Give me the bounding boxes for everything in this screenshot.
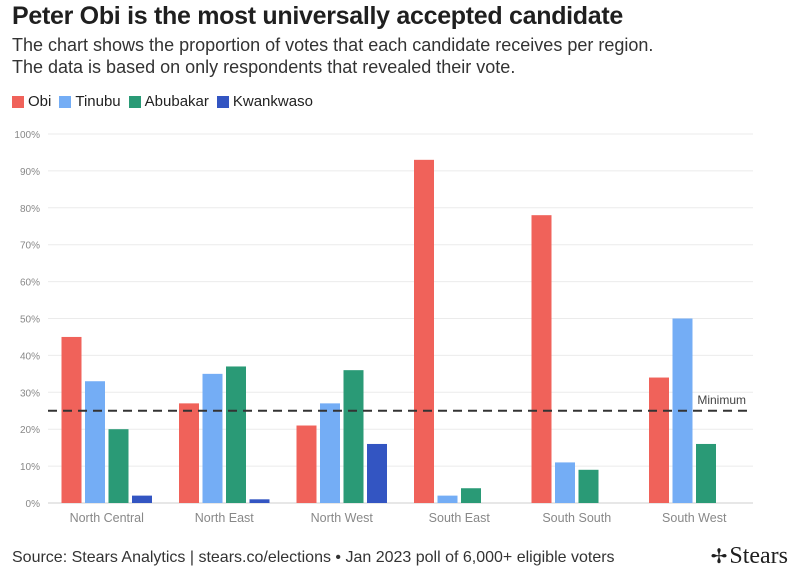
bar-abubakar — [343, 370, 364, 503]
bar-obi — [649, 377, 669, 503]
bar-obi — [531, 215, 552, 503]
bar-kwankwaso — [367, 443, 387, 503]
reference-line-label: Minimum — [697, 393, 746, 407]
bar-tinubu — [437, 495, 458, 503]
legend-swatch-obi — [12, 95, 24, 108]
y-tick-label: 100% — [14, 130, 40, 141]
legend-label-kwankwaso: Kwankwaso — [232, 93, 313, 110]
y-tick-label: 60% — [20, 278, 40, 289]
legend-item-kwankwaso: Kwankwaso — [216, 93, 313, 110]
bar-tinubu — [320, 403, 340, 503]
bar-tinubu — [555, 462, 575, 503]
legend-label-tinubu: Tinubu — [75, 93, 121, 110]
y-tick-label: 30% — [20, 388, 40, 399]
brand-logo: ✢ Stears — [711, 543, 788, 570]
x-tick-label: North Central — [70, 511, 144, 525]
y-tick-label: 90% — [20, 167, 40, 178]
subtitle-line-2: The data is based on only respondents th… — [12, 57, 516, 77]
bar-obi — [61, 336, 82, 503]
bar-kwankwaso — [132, 495, 152, 503]
legend-item-obi: Obi — [12, 93, 51, 110]
legend-swatch-tinubu — [59, 95, 72, 108]
y-tick-label: 70% — [20, 241, 40, 252]
bar-abubakar — [461, 488, 481, 503]
x-tick-label: South West — [662, 511, 727, 525]
x-tick-label: South East — [429, 511, 491, 525]
chart-title: Peter Obi is the most universally accept… — [12, 2, 624, 30]
y-tick-label: 20% — [20, 425, 40, 436]
legend-item-abubakar: Abubakar — [128, 93, 209, 110]
legend-item-tinubu: Tinubu — [59, 93, 121, 110]
legend-swatch-kwankwaso — [216, 95, 229, 108]
y-tick-label: 50% — [20, 315, 40, 326]
chart-legend: Obi Tinubu Abubakar Kwankwaso — [12, 93, 313, 110]
bar-obi — [296, 425, 317, 503]
legend-label-abubakar: Abubakar — [144, 93, 209, 110]
bar-obi — [179, 403, 199, 503]
bar-abubakar — [108, 429, 129, 503]
source-note: Source: Stears Analytics | stears.co/ele… — [12, 549, 615, 566]
bar-abubakar — [696, 443, 716, 503]
sparkle-icon: ✢ — [710, 546, 728, 568]
x-tick-label: North East — [195, 511, 255, 525]
bar-abubakar — [578, 469, 599, 503]
subtitle-line-1: The chart shows the proportion of votes … — [12, 35, 654, 55]
bar-tinubu — [202, 373, 223, 503]
brand-name: Stears — [729, 543, 788, 569]
bar-tinubu — [85, 381, 105, 503]
y-tick-label: 80% — [20, 204, 40, 215]
legend-swatch-abubakar — [128, 95, 141, 108]
x-tick-label: South South — [542, 511, 611, 525]
bar-obi — [414, 159, 434, 503]
x-tick-label: North West — [311, 511, 374, 525]
bar-kwankwaso — [249, 499, 270, 503]
legend-label-obi: Obi — [28, 93, 52, 110]
chart-subtitle: The chart shows the proportion of votes … — [12, 34, 792, 78]
bar-abubakar — [226, 366, 246, 503]
y-tick-label: 40% — [20, 351, 40, 362]
y-tick-label: 10% — [20, 462, 40, 473]
y-tick-label: 0% — [26, 499, 41, 510]
